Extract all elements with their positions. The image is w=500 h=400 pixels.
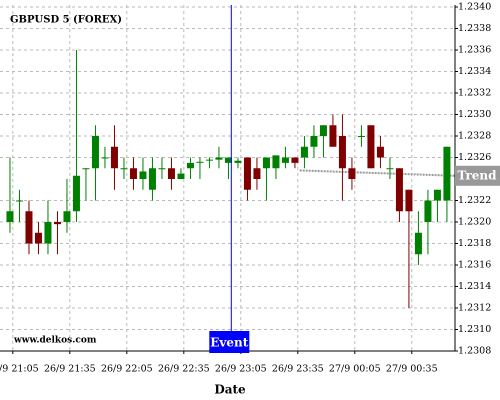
candle-body: [158, 168, 166, 170]
candle-body: [319, 125, 327, 136]
candle-body: [433, 189, 441, 201]
candle-body: [281, 157, 289, 163]
candle-body: [72, 175, 80, 212]
x-tick-label: 26/9 21:35: [44, 364, 96, 375]
candle-body: [243, 157, 251, 190]
candle-body: [91, 136, 99, 169]
y-tick-label: 1.2336: [458, 45, 491, 56]
event-label: Event: [210, 336, 248, 350]
candle-body: [167, 168, 175, 179]
plot-area: [0, 5, 455, 351]
event-label-box: [209, 331, 250, 353]
candle-body: [110, 146, 118, 169]
x-tick-label: 26/9 22:35: [158, 364, 210, 375]
y-tick-label: 1.2310: [458, 324, 491, 335]
y-tick-label: 1.2314: [458, 281, 491, 292]
candle-body: [443, 146, 451, 201]
candle-body: [310, 136, 318, 147]
x-tick-label: 26/9 22:05: [101, 364, 153, 375]
candle-body: [329, 125, 337, 147]
candle-body: [224, 157, 232, 163]
candle-body: [101, 157, 109, 159]
y-tick-label: 1.2318: [458, 238, 491, 249]
trend-label-box: [455, 165, 500, 186]
candle-body: [348, 168, 356, 179]
y-tick-label: 1.2328: [458, 131, 491, 142]
y-tick-label: 1.2340: [458, 2, 491, 13]
trend-line: [299, 169, 456, 177]
candle-body: [386, 168, 394, 170]
x-axis-title: Date: [214, 383, 246, 397]
candle-body: [215, 157, 223, 160]
x-tick-label: 26/9 23:05: [215, 364, 267, 375]
y-tick-label: 1.2312: [458, 303, 491, 314]
chart-title: GBPUSD 5 (FOREX): [10, 15, 122, 26]
candle-body: [34, 232, 42, 244]
y-tick-label: 1.2308: [458, 346, 491, 357]
candle-body: [63, 211, 71, 222]
x-tick-label: 26/9 23:35: [272, 364, 324, 375]
candle-body: [272, 155, 280, 169]
candle-body: [234, 160, 242, 163]
y-tick-label: 1.2316: [458, 260, 491, 271]
y-tick-label: 1.2320: [458, 217, 491, 228]
x-tick-label: 26/9 21:05: [0, 364, 39, 375]
candle-body: [262, 157, 270, 169]
watermark: www.delkos.com: [13, 336, 97, 346]
x-tick-label: 27/9 00:35: [386, 364, 438, 375]
y-tick-label: 1.2330: [458, 109, 491, 120]
candle-body: [129, 168, 137, 179]
candle-body: [300, 146, 308, 158]
y-tick-label: 1.2332: [458, 88, 491, 99]
y-tick-label: 1.2338: [458, 23, 491, 34]
y-tick-label: 1.2334: [458, 66, 491, 77]
candle-body: [177, 173, 185, 179]
candle-body: [253, 168, 261, 179]
candle-body: [15, 200, 23, 202]
candle-body: [120, 168, 128, 170]
y-tick-label: 1.2326: [458, 152, 491, 163]
candle-body: [53, 222, 61, 225]
candle-body: [424, 200, 432, 222]
candle-body: [338, 136, 346, 169]
candle-body: [196, 161, 204, 163]
candle-body: [205, 159, 213, 161]
candle-body: [357, 136, 365, 137]
candle-body: [186, 162, 194, 169]
candle-body: [367, 125, 375, 169]
candle-body: [44, 222, 52, 244]
candle-body: [82, 168, 90, 170]
candle-body: [148, 168, 156, 190]
candle-body: [6, 211, 14, 222]
y-tick-label: 1.2322: [458, 195, 491, 206]
candle-body: [291, 157, 299, 163]
candle-body: [405, 189, 413, 212]
candle-body: [25, 211, 33, 244]
candle-body: [139, 171, 147, 179]
candle-body: [395, 168, 403, 212]
trend-label: Trend: [457, 168, 497, 182]
x-tick-label: 27/9 00:05: [329, 364, 381, 375]
candle-body: [376, 146, 384, 158]
candle-body: [414, 232, 422, 255]
